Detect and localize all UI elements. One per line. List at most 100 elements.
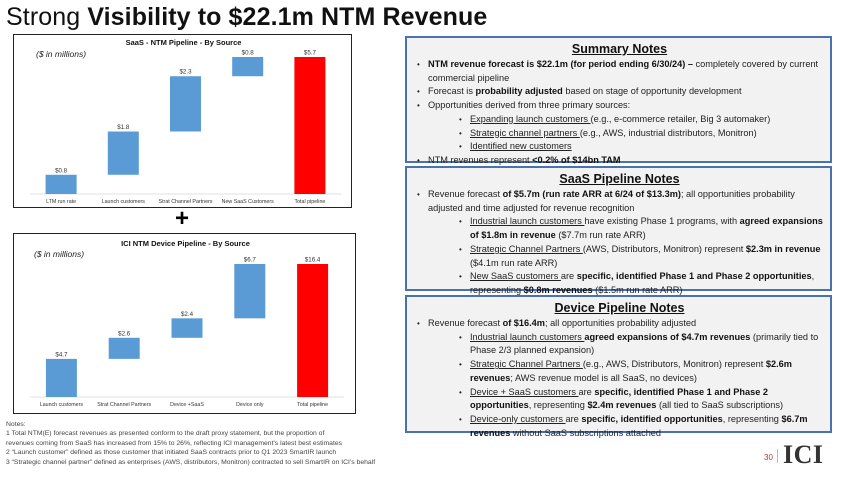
text: NTM revenues represent	[428, 154, 533, 165]
text: ; AWS revenue model is all SaaS, no devi…	[510, 372, 697, 383]
text: ($4.1m run rate ARR)	[470, 257, 558, 268]
bold-text: $0.8m revenues	[523, 284, 593, 295]
data-label-5: $5.7	[304, 50, 317, 57]
saas-pipeline-chart: SaaS - NTM Pipeline - By Source ($ in mil…	[13, 34, 352, 208]
list-item: NTM revenue forecast is $22.1m (for peri…	[415, 58, 824, 85]
device-pipeline-chart: ICI NTM Device Pipeline - By Source ($ in…	[13, 233, 356, 414]
text: (e.g., AWS, Distributors, Monitron) repr…	[582, 359, 766, 370]
bar-3	[170, 76, 201, 132]
footnote-1-cont: revenues coming from SaaS has increased …	[6, 439, 343, 447]
saas-notes-title: SaaS Pipeline Notes	[559, 172, 680, 186]
bar-2	[108, 337, 140, 359]
list-item: Forecast is probability adjusted based o…	[415, 85, 824, 99]
list-item: Industrial launch customers agreed expan…	[415, 331, 824, 358]
list-item: Strategic channel partners (e.g., AWS, i…	[415, 127, 824, 141]
text: are	[565, 413, 582, 424]
bold-text: specific, identified Phase 1 and Phase 2…	[470, 386, 768, 411]
category-label-5: Total pipeline	[297, 402, 328, 408]
bar-4	[234, 264, 266, 319]
bar-5	[294, 57, 326, 194]
bold-text: of $16.4m	[502, 318, 545, 328]
text: Forecast is	[428, 86, 476, 97]
list-item: Revenue forecast of $5.7m (run rate ARR …	[415, 188, 824, 215]
footnote-3: 3 “Strategic channel partner” defined as…	[6, 458, 376, 466]
bar-3	[171, 318, 203, 338]
underlined-text: Device-only customers	[470, 413, 566, 424]
page-number-divider	[777, 449, 778, 463]
underlined-text: Strategic Channel Partners	[470, 359, 583, 370]
saas-chart-svg: SaaS - NTM Pipeline - By Source ($ in mil…	[30, 38, 341, 205]
bold-text: $2.6m revenues	[470, 359, 792, 383]
footnote-1: 1 Total NTM(E) forecast revenues as pres…	[6, 430, 325, 438]
list-item: Expanding launch customers (e.g., e-comm…	[415, 113, 824, 127]
chart-annotation: ($ in millions)	[34, 249, 84, 259]
summary-notes-panel: Summary Notes NTM revenue forecast is $2…	[405, 36, 832, 167]
list-item: Strategic Channel Partners (e.g., AWS, D…	[415, 358, 824, 385]
data-label-2: $2.6	[118, 330, 131, 337]
text: , representing	[722, 413, 782, 424]
text: , representing	[528, 400, 588, 411]
text: without SaaS subscriptions attached	[510, 427, 662, 438]
data-label-4: $6.7	[244, 257, 257, 264]
text: ; all opportunities probability adjusted…	[428, 189, 795, 213]
category-label-4: New SaaS Customers	[222, 199, 274, 205]
chart-annotation: ($ in millions)	[36, 49, 86, 59]
list-item: Strategic Channel Partners (AWS, Distrib…	[415, 243, 824, 270]
category-label-3: Device +SaaS	[170, 402, 204, 408]
category-label-1: LTM run rate	[46, 199, 76, 205]
underlined-text: Strategic channel partners	[470, 127, 580, 138]
list-item: NTM revenues represent <0.2% of $14bn TA…	[415, 154, 824, 168]
data-label-1: $0.8	[55, 167, 68, 174]
plus-sign: +	[175, 205, 190, 232]
bold-text: NTM revenue forecast is $22.1m (for peri…	[428, 59, 693, 69]
ici-logo: ICI	[783, 440, 824, 469]
bold-text: specific, identified opportunities	[581, 413, 723, 424]
text: ($7.7m run rate ARR)	[555, 230, 646, 241]
page-title: Strong Visibility to $22.1m NTM Revenue	[6, 2, 487, 32]
list-item: Industrial launch customers have existin…	[415, 215, 824, 242]
bar-2	[107, 131, 139, 175]
bold-text: $2.3m in revenue	[745, 243, 821, 254]
data-label-3: $2.4	[181, 311, 194, 318]
saas-notes-list: Revenue forecast of $5.7m (run rate ARR …	[415, 188, 824, 298]
category-label-2: Strat Channel Partners	[97, 402, 151, 408]
text: based on stage of opportunity developmen…	[562, 86, 742, 97]
text: (primarily tied to Phase 2/3 planned exp…	[470, 331, 819, 356]
text: are	[560, 271, 577, 282]
list-item: Identified new customers	[415, 140, 824, 154]
bold-text: <0.2% of $14bn TAM	[532, 154, 621, 165]
text: ($1.5m run rate ARR)	[592, 284, 683, 295]
data-label-5: $16.4	[305, 257, 321, 264]
bar-4	[232, 57, 264, 77]
list-item: Opportunities derived from three primary…	[415, 99, 824, 113]
underlined-text: Device + SaaS customers	[470, 386, 579, 397]
bold-text: specific, identified Phase 1 and Phase 2…	[576, 271, 812, 282]
underlined-text: Industrial launch customers	[470, 216, 585, 227]
category-label-4: Device only	[236, 402, 264, 408]
underlined-text: New SaaS customers	[470, 271, 561, 282]
bold-text: agreed expansions of $4.7m revenues	[584, 331, 751, 342]
list-item: Device + SaaS customers are specific, id…	[415, 386, 824, 413]
category-label-2: Launch customers	[102, 199, 146, 205]
list-item: New SaaS customers are specific, identif…	[415, 270, 824, 297]
underlined-text: Expanding launch customers	[470, 113, 591, 124]
footnotes: Notes: 1 Total NTM(E) forecast revenues …	[6, 420, 446, 467]
list-item: Device-only customers are specific, iden…	[415, 413, 824, 440]
device-notes-list: Revenue forecast of $16.4m; all opportun…	[415, 317, 824, 440]
list-item: Revenue forecast of $16.4m; all opportun…	[415, 317, 824, 331]
title-emphasis: Visibility to $22.1m NTM Revenue	[87, 3, 488, 31]
summary-notes-title: Summary Notes	[571, 42, 668, 56]
data-label-1: $4.7	[55, 351, 68, 358]
summary-notes-list: NTM revenue forecast is $22.1m (for peri…	[415, 58, 824, 168]
text: (e.g., AWS, industrial distributors, Mon…	[579, 127, 757, 138]
device-chart-svg: ICI NTM Device Pipeline - By Source ($ in…	[30, 239, 344, 408]
text: Revenue forecast	[428, 189, 503, 199]
footnote-2: 2 “Launch customer” defined as those cus…	[6, 449, 337, 457]
text: ; all opportunities probability adjusted	[544, 318, 697, 328]
data-label-2: $1.8	[117, 124, 130, 131]
bar-1	[45, 174, 77, 194]
bold-text: probability adjusted	[475, 86, 563, 97]
category-label-5: Total pipeline	[294, 199, 325, 205]
underlined-text: Industrial launch customers	[470, 331, 585, 342]
chart-title: ICI NTM Device Pipeline - By Source	[121, 239, 250, 248]
